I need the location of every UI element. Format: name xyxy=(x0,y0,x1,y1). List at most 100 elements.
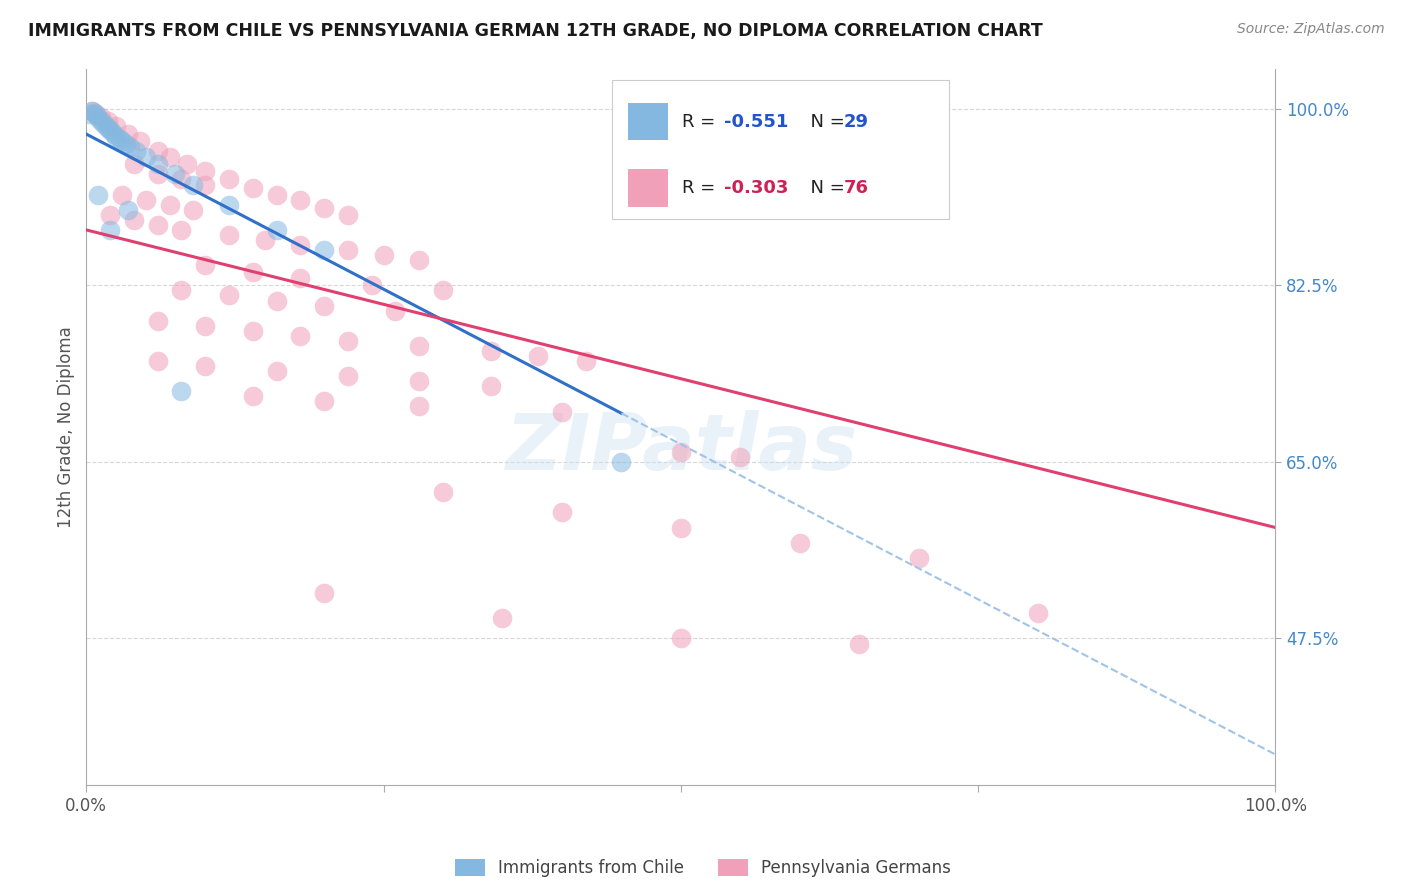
Point xyxy=(111,187,134,202)
Point xyxy=(170,384,193,399)
Point xyxy=(100,124,122,138)
Point xyxy=(789,535,811,549)
Point xyxy=(610,455,633,469)
Point xyxy=(907,550,929,565)
Point xyxy=(290,329,312,343)
Point xyxy=(336,208,359,222)
Point xyxy=(103,127,125,141)
Point xyxy=(218,227,240,242)
Point xyxy=(170,172,193,186)
Text: N =: N = xyxy=(799,179,851,197)
Text: -0.551: -0.551 xyxy=(724,112,789,131)
Point xyxy=(551,505,574,519)
Point xyxy=(408,339,430,353)
Text: -0.303: -0.303 xyxy=(724,179,789,197)
Point xyxy=(1026,607,1049,621)
Point xyxy=(86,109,108,123)
Point xyxy=(128,134,150,148)
Point xyxy=(82,103,104,118)
Point xyxy=(336,243,359,257)
Point xyxy=(479,379,502,393)
Point xyxy=(146,314,169,328)
Point xyxy=(408,374,430,388)
Point xyxy=(146,157,169,171)
Text: Source: ZipAtlas.com: Source: ZipAtlas.com xyxy=(1237,22,1385,37)
Point xyxy=(117,202,139,217)
Point xyxy=(384,303,406,318)
Point xyxy=(135,150,157,164)
Point xyxy=(108,132,131,146)
Point xyxy=(266,187,288,202)
Point xyxy=(146,145,169,159)
Point xyxy=(290,271,312,285)
Point xyxy=(218,197,240,211)
Point xyxy=(314,586,336,600)
Point xyxy=(253,233,276,247)
Point xyxy=(194,318,217,333)
Text: R =: R = xyxy=(682,179,721,197)
Point xyxy=(848,636,870,650)
Point xyxy=(730,450,752,464)
Point xyxy=(117,127,139,141)
Point xyxy=(408,253,430,268)
Point xyxy=(84,107,107,121)
Point xyxy=(479,343,502,358)
Point xyxy=(575,354,598,368)
Point xyxy=(176,157,198,171)
Point xyxy=(432,284,454,298)
Point xyxy=(96,120,118,134)
Point xyxy=(194,359,217,373)
Point xyxy=(314,243,336,257)
Point xyxy=(98,208,121,222)
Point xyxy=(314,201,336,215)
Point xyxy=(242,180,264,194)
Point xyxy=(146,218,169,232)
Point xyxy=(114,137,136,152)
Point xyxy=(266,364,288,378)
Text: 29: 29 xyxy=(844,112,869,131)
Text: ZIPatlas: ZIPatlas xyxy=(505,410,858,486)
Point xyxy=(491,611,513,625)
Point xyxy=(373,248,395,262)
Point xyxy=(408,400,430,414)
Point xyxy=(194,164,217,178)
Point xyxy=(218,172,240,186)
Point xyxy=(79,107,101,121)
Point xyxy=(181,202,204,217)
Text: 76: 76 xyxy=(844,179,869,197)
Point xyxy=(105,119,128,133)
Point xyxy=(314,394,336,409)
Point xyxy=(669,520,692,534)
Point xyxy=(120,140,142,154)
Point xyxy=(194,258,217,272)
Y-axis label: 12th Grade, No Diploma: 12th Grade, No Diploma xyxy=(58,326,75,527)
Point xyxy=(242,389,264,403)
Text: R =: R = xyxy=(682,112,721,131)
Point xyxy=(97,114,120,128)
Point xyxy=(83,106,105,120)
Point xyxy=(89,112,111,126)
Point xyxy=(125,145,148,159)
Point xyxy=(336,369,359,384)
Point xyxy=(290,193,312,207)
Point xyxy=(242,324,264,338)
Point xyxy=(432,485,454,500)
Point xyxy=(266,293,288,308)
Legend: Immigrants from Chile, Pennsylvania Germans: Immigrants from Chile, Pennsylvania Germ… xyxy=(449,852,957,884)
Point xyxy=(135,193,157,207)
Point xyxy=(194,178,217,192)
Text: N =: N = xyxy=(799,112,851,131)
Point xyxy=(146,168,169,182)
Point xyxy=(122,157,145,171)
Point xyxy=(98,223,121,237)
Point xyxy=(97,122,120,136)
Point xyxy=(181,178,204,192)
Point xyxy=(170,223,193,237)
Point xyxy=(111,134,134,148)
Point xyxy=(90,110,112,124)
Point xyxy=(360,278,382,293)
Point xyxy=(90,115,112,129)
Point xyxy=(266,223,288,237)
Point xyxy=(314,299,336,313)
Point xyxy=(242,265,264,279)
